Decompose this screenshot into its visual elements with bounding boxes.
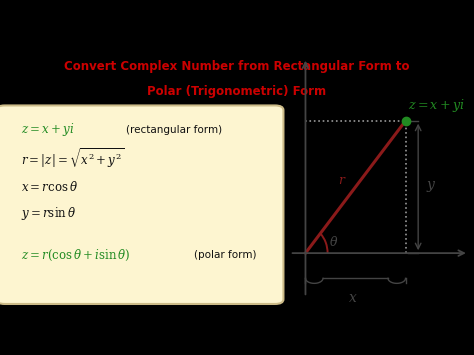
Text: (polar form): (polar form) xyxy=(194,250,257,260)
Text: $x = r\cos\theta$: $x = r\cos\theta$ xyxy=(21,180,78,193)
Text: $\theta$: $\theta$ xyxy=(328,235,338,249)
Text: $y = r\sin\theta$: $y = r\sin\theta$ xyxy=(21,205,76,222)
Text: Convert Complex Number from Rectangular Form to: Convert Complex Number from Rectangular … xyxy=(64,60,410,72)
Text: $r$: $r$ xyxy=(337,174,346,187)
Text: $z = x + yi$: $z = x + yi$ xyxy=(21,121,75,138)
FancyBboxPatch shape xyxy=(0,105,283,304)
Text: $z = r(\cos\theta + i\sin\theta)$: $z = r(\cos\theta + i\sin\theta)$ xyxy=(21,248,131,263)
Text: $y$: $y$ xyxy=(426,179,436,195)
Text: (rectangular form): (rectangular form) xyxy=(126,125,222,135)
Text: Polar (Trigonometric) Form: Polar (Trigonometric) Form xyxy=(147,86,327,98)
Text: $z = x + yi$: $z = x + yi$ xyxy=(408,97,464,114)
Text: $x$: $x$ xyxy=(347,291,357,306)
Text: $r = |z| = \sqrt{x^2 + y^2}$: $r = |z| = \sqrt{x^2 + y^2}$ xyxy=(21,146,125,170)
